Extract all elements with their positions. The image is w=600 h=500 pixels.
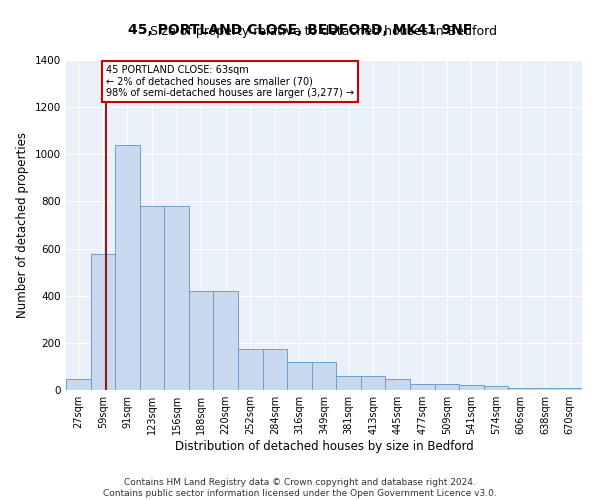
Bar [557,388,582,390]
Bar [263,349,287,390]
Bar [66,379,91,390]
Bar [238,349,263,390]
Bar [459,386,484,390]
Bar [508,388,533,390]
Bar [189,291,214,390]
Text: Contains HM Land Registry data © Crown copyright and database right 2024.
Contai: Contains HM Land Registry data © Crown c… [103,478,497,498]
Bar [336,376,361,390]
Bar [287,362,312,390]
Title: Size of property relative to detached houses in Bedford: Size of property relative to detached ho… [151,25,497,38]
Text: 45 PORTLAND CLOSE: 63sqm
← 2% of detached houses are smaller (70)
98% of semi-de: 45 PORTLAND CLOSE: 63sqm ← 2% of detache… [106,64,354,98]
Bar [164,206,189,390]
Bar [91,254,115,390]
Bar [312,362,336,390]
Bar [434,384,459,390]
Bar [140,206,164,390]
Bar [410,384,434,390]
Bar [385,379,410,390]
Text: 45, PORTLAND CLOSE, BEDFORD, MK41 9NF: 45, PORTLAND CLOSE, BEDFORD, MK41 9NF [128,22,472,36]
Y-axis label: Number of detached properties: Number of detached properties [16,132,29,318]
Bar [484,386,508,390]
X-axis label: Distribution of detached houses by size in Bedford: Distribution of detached houses by size … [175,440,473,453]
Bar [533,388,557,390]
Bar [214,291,238,390]
Bar [115,145,140,390]
Bar [361,376,385,390]
